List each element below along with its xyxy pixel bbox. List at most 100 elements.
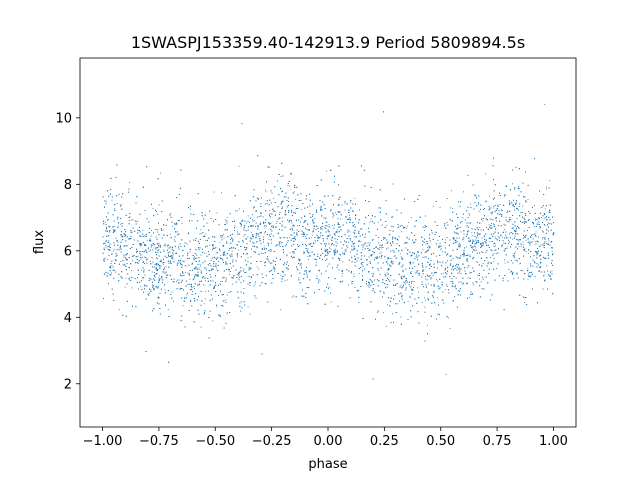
scatter-point [400, 256, 402, 258]
scatter-point [458, 281, 460, 283]
scatter-point [472, 271, 474, 273]
scatter-point [205, 277, 207, 279]
scatter-point [205, 240, 207, 241]
scatter-point [254, 283, 256, 285]
scatter-point [324, 260, 326, 262]
scatter-point [466, 246, 468, 248]
scatter-point [448, 317, 449, 319]
scatter-point [426, 247, 428, 249]
scatter-point [141, 269, 142, 271]
scatter-point [304, 270, 305, 272]
scatter-point [190, 299, 191, 301]
scatter-point [351, 281, 353, 283]
scatter-point [417, 287, 419, 289]
scatter-point [251, 231, 252, 233]
scatter-point [304, 252, 305, 254]
scatter-point [375, 246, 376, 248]
scatter-point [291, 222, 293, 224]
scatter-point [390, 260, 392, 262]
scatter-point [390, 225, 392, 227]
scatter-point [291, 296, 293, 298]
scatter-point [537, 218, 539, 220]
scatter-point [264, 232, 266, 234]
scatter-point [273, 197, 275, 199]
scatter-point [256, 216, 258, 218]
scatter-point [240, 301, 242, 303]
scatter-point [158, 204, 160, 206]
scatter-point [225, 299, 227, 301]
scatter-point [424, 276, 426, 278]
scatter-point [445, 373, 447, 375]
scatter-point [278, 241, 280, 243]
scatter-point [342, 273, 343, 274]
scatter-point [157, 213, 159, 215]
scatter-point [165, 266, 167, 268]
scatter-point [450, 190, 452, 192]
scatter-point [490, 207, 492, 209]
scatter-point [502, 244, 503, 246]
scatter-point [520, 245, 522, 247]
scatter-point [459, 242, 461, 244]
scatter-point [206, 273, 207, 274]
scatter-point [307, 256, 309, 257]
scatter-point [462, 217, 464, 219]
scatter-point [316, 261, 317, 263]
scatter-point [326, 225, 328, 227]
scatter-point [189, 251, 191, 253]
scatter-point [266, 225, 267, 227]
scatter-point [439, 206, 441, 208]
scatter-point [277, 219, 279, 220]
scatter-point [353, 236, 355, 238]
scatter-point [347, 247, 349, 248]
scatter-point [480, 281, 482, 283]
scatter-point [516, 218, 518, 220]
scatter-point [499, 214, 500, 215]
scatter-point [381, 247, 383, 249]
scatter-point [104, 257, 106, 259]
scatter-point [358, 302, 360, 304]
scatter-point [249, 313, 251, 315]
scatter-point [280, 274, 282, 276]
scatter-point [216, 268, 218, 270]
scatter-point [522, 212, 523, 214]
scatter-point [401, 275, 403, 277]
scatter-point [455, 242, 457, 243]
scatter-point [482, 263, 484, 265]
scatter-point [231, 267, 232, 269]
scatter-point [270, 263, 271, 265]
scatter-point [460, 231, 462, 233]
scatter-point [435, 278, 437, 280]
scatter-point [260, 252, 262, 254]
scatter-point [118, 225, 119, 227]
scatter-point [181, 222, 183, 224]
scatter-point [304, 233, 306, 235]
scatter-point [243, 253, 245, 255]
scatter-point [341, 247, 343, 249]
scatter-point [204, 267, 205, 269]
scatter-point [447, 270, 448, 272]
scatter-point [168, 244, 170, 246]
scatter-point [278, 244, 280, 245]
scatter-point [220, 237, 222, 238]
scatter-point [353, 273, 355, 275]
scatter-point [200, 326, 202, 328]
scatter-point [285, 211, 286, 213]
scatter-point [281, 225, 283, 227]
scatter-point [392, 236, 393, 238]
scatter-point [444, 289, 446, 290]
scatter-point [460, 268, 462, 270]
scatter-point [225, 261, 227, 263]
scatter-point [432, 205, 434, 207]
scatter-point [232, 261, 234, 263]
scatter-point [495, 205, 496, 206]
scatter-point [478, 203, 479, 205]
scatter-point [231, 238, 233, 240]
scatter-point [535, 218, 536, 220]
scatter-point [158, 249, 159, 251]
scatter-point [538, 250, 539, 252]
scatter-point [344, 250, 346, 251]
scatter-point [277, 232, 279, 234]
scatter-point [523, 237, 524, 239]
scatter-point [252, 237, 254, 239]
scatter-point [129, 182, 130, 183]
